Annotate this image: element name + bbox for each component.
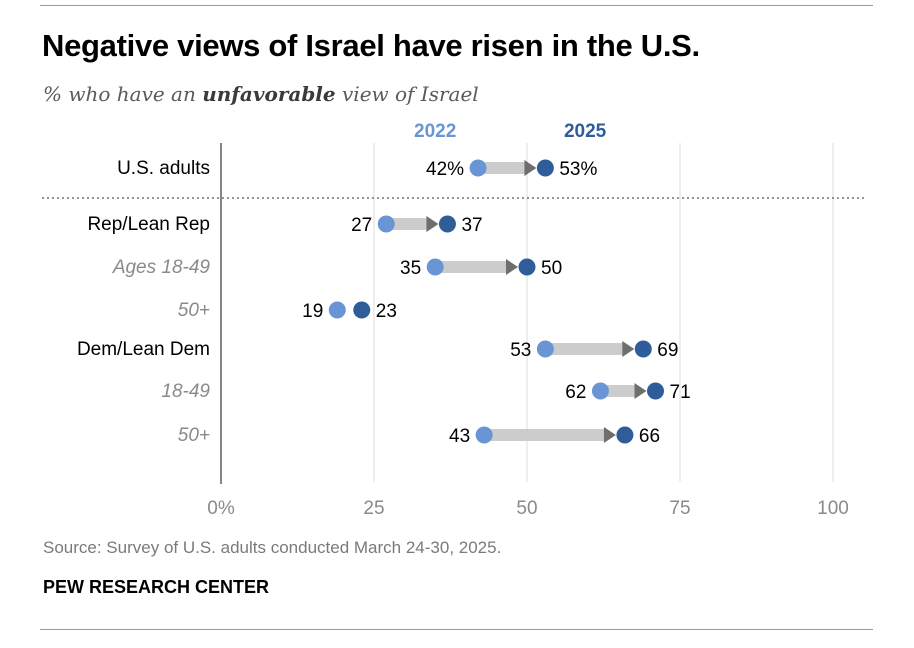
dot-2022 <box>469 159 487 177</box>
dot-2022 <box>536 340 554 358</box>
x-tick-label: 100 <box>817 498 849 519</box>
value-label-2022: 43 <box>449 426 470 447</box>
legend-2022: 2022 <box>414 121 456 142</box>
chart-title: Negative views of Israel have risen in t… <box>42 28 700 63</box>
row-label: 18-49 <box>161 381 210 402</box>
change-arrow-head <box>622 341 635 357</box>
legend-2025: 2025 <box>564 121 607 142</box>
dot-2025 <box>353 301 371 319</box>
value-label-2022: 19 <box>302 301 323 322</box>
dot-arrow-chart: 2022 2025 0% 25 50 75 100 U.S. adults 42% 53% Rep/… <box>42 121 864 519</box>
dot-2025 <box>616 426 634 444</box>
change-arrow-shaft <box>545 343 623 355</box>
change-arrow-shaft <box>435 261 506 273</box>
dot-2025 <box>438 215 456 233</box>
x-tick-label: 0% <box>207 498 235 519</box>
change-arrow-head <box>603 427 616 443</box>
brand-logo-text: PEW RESEARCH CENTER <box>43 577 270 597</box>
row-label: Dem/Lean Dem <box>77 339 210 360</box>
x-tick-label: 25 <box>363 498 384 519</box>
value-label-2025: 69 <box>657 340 678 361</box>
change-arrow-shaft <box>600 385 635 397</box>
x-tick-label: 75 <box>669 498 690 519</box>
dot-2022 <box>328 301 346 319</box>
value-label-2025: 66 <box>639 426 660 447</box>
subtitle-emphasis: unfavorable <box>202 82 336 106</box>
dot-2022 <box>377 215 395 233</box>
x-tick-label: 50 <box>516 498 537 519</box>
change-arrow-head <box>426 216 439 232</box>
value-label-2022: 35 <box>400 258 421 279</box>
change-arrow-shaft <box>484 429 604 441</box>
top-rule <box>40 5 873 6</box>
subtitle-prefix: % who have an <box>43 82 203 106</box>
value-label-2025: 23 <box>376 301 397 322</box>
row-label: Ages 18-49 <box>112 257 211 278</box>
dot-2025 <box>647 382 665 400</box>
chart-subtitle: % who have an unfavorable view of Israel <box>43 82 479 106</box>
value-label-2022: 62 <box>565 382 586 403</box>
change-arrow-head <box>524 160 537 176</box>
dot-2025 <box>634 340 652 358</box>
dot-2025 <box>536 159 554 177</box>
value-label-2025: 50 <box>541 258 562 279</box>
row-label: Rep/Lean Rep <box>87 214 210 235</box>
dot-2022 <box>426 258 444 276</box>
row-label: U.S. adults <box>117 158 210 179</box>
change-arrow-head <box>506 259 518 275</box>
dot-2022 <box>475 426 493 444</box>
value-label-2022: 53 <box>510 340 531 361</box>
change-arrow-head <box>634 383 647 399</box>
value-label-2025: 37 <box>461 215 482 236</box>
bottom-rule <box>40 629 873 630</box>
source-note: Source: Survey of U.S. adults conducted … <box>43 538 502 557</box>
change-arrow-shaft <box>478 162 525 174</box>
change-arrow-shaft <box>386 218 427 230</box>
subtitle-suffix: view of Israel <box>335 82 479 106</box>
dot-2022 <box>591 382 609 400</box>
value-label-2022: 42% <box>426 159 464 180</box>
value-label-2025: 71 <box>670 382 691 403</box>
value-label-2025: 53% <box>559 159 597 180</box>
row-label: 50+ <box>178 425 210 446</box>
value-label-2022: 27 <box>351 215 372 236</box>
row-label: 50+ <box>178 300 210 321</box>
dot-2025 <box>518 258 536 276</box>
